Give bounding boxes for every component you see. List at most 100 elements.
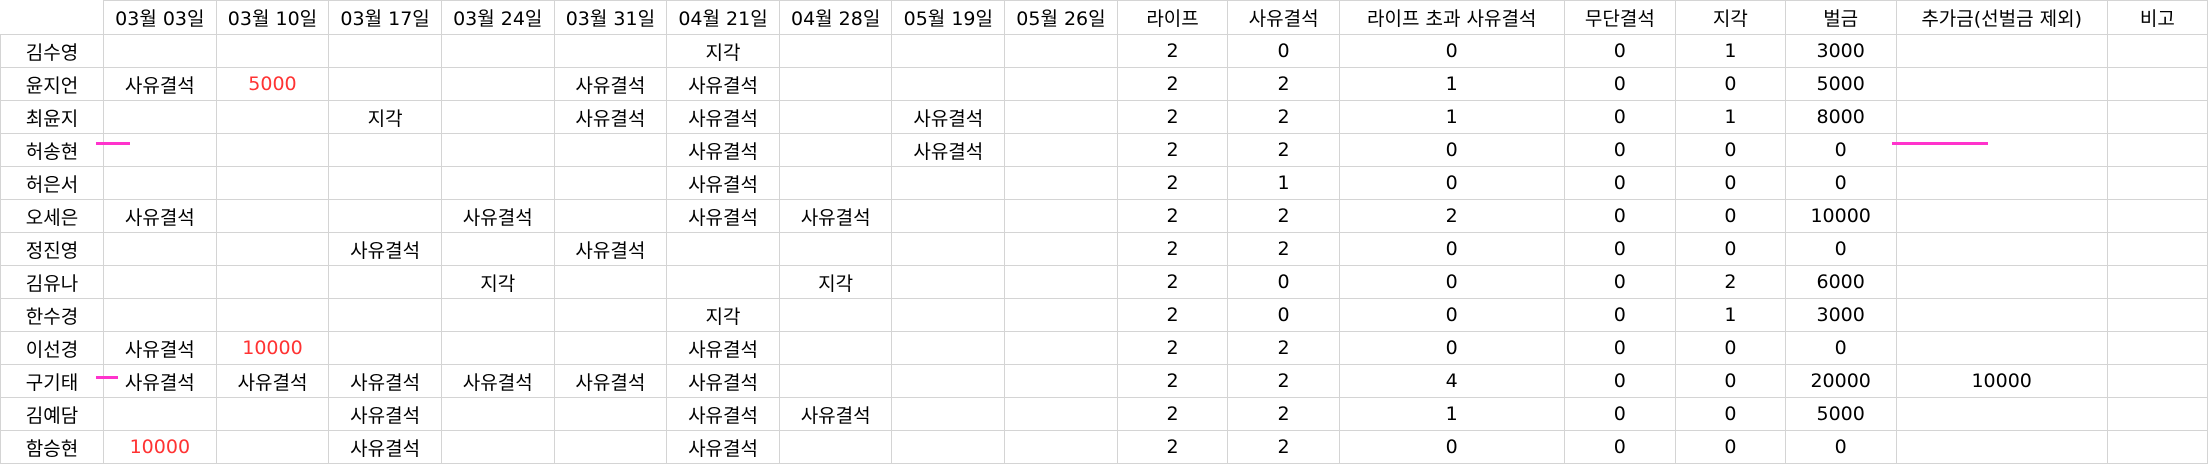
table-cell[interactable]: 0	[1675, 430, 1786, 464]
table-cell[interactable]: 0	[1563, 100, 1677, 134]
table-cell[interactable]	[553, 34, 668, 68]
table-cell[interactable]	[1895, 331, 2108, 365]
table-cell[interactable]: 4	[1338, 364, 1565, 398]
table-cell[interactable]: 지각	[328, 100, 442, 134]
table-cell[interactable]	[1895, 430, 2108, 464]
table-cell[interactable]: 사유결석	[891, 100, 1006, 134]
table-cell[interactable]	[1895, 265, 2108, 299]
table-cell[interactable]	[2106, 34, 2208, 68]
table-cell[interactable]: 0	[1338, 133, 1565, 167]
table-cell[interactable]	[440, 34, 555, 68]
table-cell[interactable]: 1	[1675, 100, 1786, 134]
column-header[interactable]: 추가금(선벌금 제외)	[1895, 0, 2108, 35]
table-cell[interactable]	[1895, 133, 2108, 167]
table-cell[interactable]: 0	[1563, 34, 1677, 68]
table-cell[interactable]: 0	[1675, 331, 1786, 365]
table-cell[interactable]: 2	[1116, 397, 1229, 431]
table-cell[interactable]: 8000	[1784, 100, 1897, 134]
row-name-cell[interactable]: 김수영	[0, 34, 104, 68]
table-cell[interactable]: 사유결석	[103, 331, 217, 365]
table-cell[interactable]: 1	[1675, 34, 1786, 68]
table-cell[interactable]: 0	[1227, 298, 1340, 332]
table-cell[interactable]: 0	[1563, 232, 1677, 266]
table-cell[interactable]	[440, 67, 555, 101]
column-header[interactable]: 04월 21일	[666, 0, 780, 35]
row-name-cell[interactable]: 김예담	[0, 397, 104, 431]
table-cell[interactable]	[1004, 298, 1118, 332]
table-cell[interactable]	[891, 364, 1006, 398]
table-cell[interactable]: 0	[1338, 298, 1565, 332]
table-cell[interactable]: 0	[1675, 397, 1786, 431]
table-cell[interactable]	[103, 133, 217, 167]
table-cell[interactable]	[215, 166, 330, 200]
table-cell[interactable]: 10000	[1784, 199, 1897, 233]
table-cell[interactable]: 2	[1227, 100, 1340, 134]
table-cell[interactable]: 2	[1227, 67, 1340, 101]
column-header[interactable]: 무단결석	[1563, 0, 1677, 35]
column-header[interactable]: 05월 19일	[891, 0, 1006, 35]
table-cell[interactable]	[215, 100, 330, 134]
header-corner[interactable]	[0, 0, 104, 35]
table-cell[interactable]: 0	[1675, 67, 1786, 101]
table-cell[interactable]: 2	[1116, 430, 1229, 464]
table-cell[interactable]	[103, 34, 217, 68]
table-cell[interactable]: 0	[1563, 298, 1677, 332]
table-cell[interactable]	[778, 100, 893, 134]
table-cell[interactable]	[103, 166, 217, 200]
table-cell[interactable]: 0	[1563, 199, 1677, 233]
column-header[interactable]: 비고	[2106, 0, 2208, 35]
column-header[interactable]: 03월 17일	[328, 0, 442, 35]
row-name-cell[interactable]: 허은서	[0, 166, 104, 200]
table-cell[interactable]	[2106, 166, 2208, 200]
table-cell[interactable]	[1895, 232, 2108, 266]
table-cell[interactable]: 0	[1563, 67, 1677, 101]
table-cell[interactable]	[891, 34, 1006, 68]
table-cell[interactable]	[2106, 67, 2208, 101]
table-cell[interactable]	[553, 397, 668, 431]
table-cell[interactable]: 사유결석	[103, 67, 217, 101]
table-cell[interactable]: 사유결석	[328, 364, 442, 398]
table-cell[interactable]: 10000	[103, 430, 217, 464]
table-cell[interactable]	[328, 133, 442, 167]
table-cell[interactable]	[1004, 67, 1118, 101]
table-cell[interactable]	[891, 430, 1006, 464]
table-cell[interactable]	[440, 298, 555, 332]
table-cell[interactable]	[2106, 133, 2208, 167]
table-cell[interactable]: 0	[1563, 265, 1677, 299]
table-cell[interactable]	[891, 331, 1006, 365]
table-cell[interactable]: 0	[1784, 133, 1897, 167]
table-cell[interactable]: 사유결석	[666, 166, 780, 200]
table-cell[interactable]: 0	[1563, 364, 1677, 398]
table-cell[interactable]: 사유결석	[440, 364, 555, 398]
table-cell[interactable]: 20000	[1784, 364, 1897, 398]
table-cell[interactable]: 0	[1784, 232, 1897, 266]
table-cell[interactable]: 사유결석	[666, 397, 780, 431]
table-cell[interactable]	[891, 265, 1006, 299]
table-cell[interactable]	[103, 265, 217, 299]
table-cell[interactable]	[2106, 397, 2208, 431]
table-cell[interactable]	[553, 199, 668, 233]
table-cell[interactable]	[328, 331, 442, 365]
table-cell[interactable]	[215, 397, 330, 431]
table-cell[interactable]: 2	[1116, 133, 1229, 167]
table-cell[interactable]: 0	[1338, 265, 1565, 299]
table-cell[interactable]	[891, 397, 1006, 431]
table-cell[interactable]	[891, 166, 1006, 200]
table-cell[interactable]: 사유결석	[666, 331, 780, 365]
table-cell[interactable]	[1895, 67, 2108, 101]
table-cell[interactable]	[328, 34, 442, 68]
column-header[interactable]: 라이프	[1116, 0, 1229, 35]
table-cell[interactable]	[440, 100, 555, 134]
table-cell[interactable]: 10000	[1895, 364, 2108, 398]
table-cell[interactable]	[1004, 34, 1118, 68]
table-cell[interactable]	[1004, 133, 1118, 167]
table-cell[interactable]: 0	[1675, 199, 1786, 233]
table-cell[interactable]	[1895, 34, 2108, 68]
table-cell[interactable]: 0	[1784, 430, 1897, 464]
table-cell[interactable]: 사유결석	[328, 232, 442, 266]
table-cell[interactable]	[1004, 364, 1118, 398]
table-cell[interactable]	[553, 430, 668, 464]
column-header[interactable]: 04월 28일	[778, 0, 893, 35]
table-cell[interactable]: 0	[1784, 331, 1897, 365]
table-cell[interactable]: 1	[1338, 100, 1565, 134]
